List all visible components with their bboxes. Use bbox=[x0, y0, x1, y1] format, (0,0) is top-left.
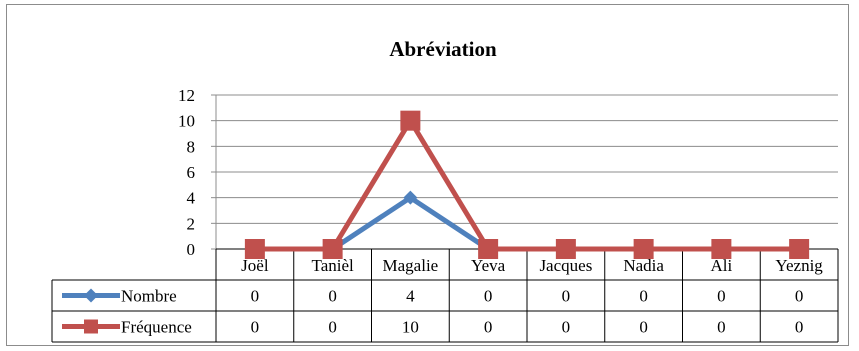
y-tick-label: 2 bbox=[187, 214, 196, 233]
data-point-1 bbox=[555, 239, 576, 259]
y-tick-label: 10 bbox=[178, 112, 195, 131]
data-point-1 bbox=[322, 239, 343, 259]
table-value: 0 bbox=[251, 287, 260, 306]
chart-frame bbox=[6, 4, 849, 346]
y-tick-label: 0 bbox=[187, 240, 196, 259]
data-point-1 bbox=[478, 239, 499, 259]
legend-marker-1 bbox=[84, 319, 98, 334]
data-point-1 bbox=[711, 239, 732, 259]
table-value: 0 bbox=[328, 318, 337, 337]
category-label: Joël bbox=[241, 256, 269, 275]
table-value: 0 bbox=[328, 287, 337, 306]
y-tick-label: 8 bbox=[187, 137, 196, 156]
table-value: 0 bbox=[562, 287, 571, 306]
y-axis-ticks: 0 2 4 6 8 10 12 bbox=[178, 86, 196, 259]
table-value: 0 bbox=[795, 318, 804, 337]
category-label: Ali bbox=[711, 256, 733, 275]
y-tick-label: 12 bbox=[178, 86, 195, 105]
data-point-1 bbox=[789, 239, 810, 259]
category-label: Nadia bbox=[623, 256, 664, 275]
table-value: 0 bbox=[639, 287, 648, 306]
table-value: 0 bbox=[484, 287, 493, 306]
gridlines bbox=[211, 94, 838, 250]
table-value: 0 bbox=[639, 318, 648, 337]
y-tick-label: 4 bbox=[187, 189, 196, 208]
category-label: Yeva bbox=[471, 256, 506, 275]
data-point-1 bbox=[633, 239, 654, 259]
y-tick-label: 6 bbox=[187, 163, 196, 182]
category-label: Tanièl bbox=[312, 256, 355, 275]
data-table: Joël Tanièl Magalie Yeva Jacques Nadia Ali Yezn… bbox=[51, 248, 839, 343]
series-layer bbox=[244, 110, 810, 259]
category-label: Magalie bbox=[383, 256, 439, 275]
chart-title: Abréviation bbox=[389, 37, 497, 61]
table-value: 0 bbox=[562, 318, 571, 337]
table-value: 10 bbox=[402, 318, 419, 337]
category-label: Yeznig bbox=[775, 256, 823, 275]
data-point-0 bbox=[403, 190, 418, 205]
table-value: 0 bbox=[717, 287, 726, 306]
table-value: 0 bbox=[795, 287, 804, 306]
category-label: Jacques bbox=[539, 256, 592, 275]
legend-marker-0 bbox=[84, 288, 98, 303]
series-line-1 bbox=[254, 118, 800, 252]
table-value: 0 bbox=[484, 318, 493, 337]
data-point-1 bbox=[244, 239, 265, 259]
data-point-1 bbox=[400, 110, 421, 131]
table-value: 0 bbox=[717, 318, 726, 337]
legend-label-0: Nombre bbox=[121, 287, 177, 306]
table-value: 0 bbox=[251, 318, 260, 337]
table-value: 4 bbox=[406, 287, 415, 306]
legend-label-1: Fréquence bbox=[121, 318, 192, 337]
